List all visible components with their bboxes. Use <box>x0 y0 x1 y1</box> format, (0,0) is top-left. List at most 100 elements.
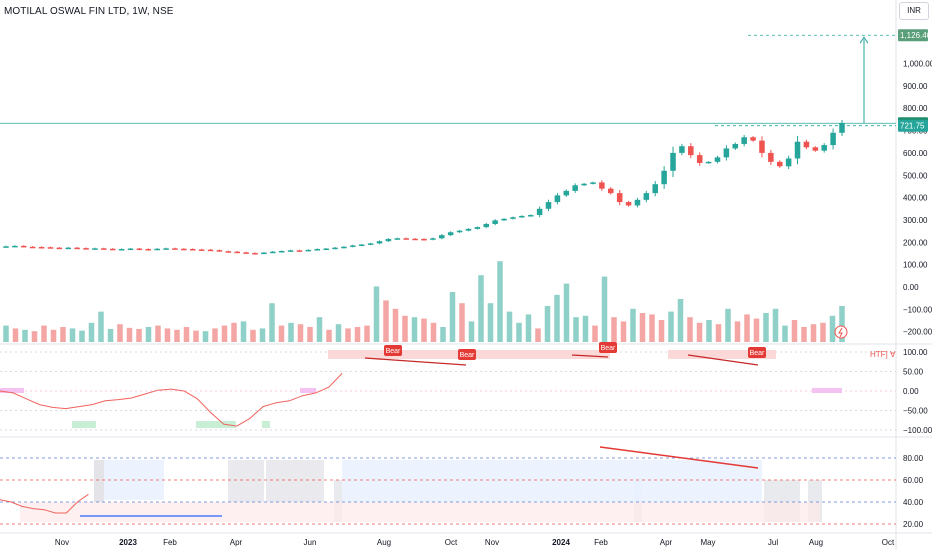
candle-body <box>154 248 160 251</box>
candle-body <box>287 250 294 252</box>
candle-body <box>465 228 472 231</box>
rsi-shade <box>334 480 342 522</box>
candle-body <box>696 155 703 163</box>
currency-selector[interactable]: INR <box>899 2 929 20</box>
volume-bar <box>744 314 750 342</box>
neutral-marker <box>300 388 316 393</box>
candle-body <box>172 248 178 250</box>
time-label: May <box>700 538 715 547</box>
price-tick-label: 900.00 <box>903 82 928 91</box>
neutral-marker <box>0 388 24 393</box>
price-tag-label: 721.75 <box>900 122 925 131</box>
time-label: Jun <box>304 538 317 547</box>
volume-bar <box>525 314 532 342</box>
volume-bar <box>193 330 199 342</box>
volume-bar <box>639 313 646 342</box>
volume-bar <box>259 328 266 342</box>
candle-body <box>616 193 623 203</box>
volume-bar <box>354 327 361 342</box>
price-tick-label: −200.00 <box>903 328 932 337</box>
candle-body <box>3 246 9 248</box>
volume-bar <box>810 324 817 342</box>
divergence-line <box>571 354 609 358</box>
volume-bar <box>459 303 465 342</box>
candle-body <box>768 152 774 162</box>
bear-marker-label: Bear <box>601 345 616 352</box>
volume-bar <box>706 320 712 342</box>
candle-body <box>296 250 303 252</box>
time-label: Nov <box>55 538 69 547</box>
volume-bar <box>297 324 304 342</box>
time-label: Feb <box>594 538 608 547</box>
candle-body <box>625 202 632 206</box>
oscillator-pane: 100.00 50.00 0.00 −50.00 −100.00 HTF] ∀ Bear Be… <box>0 342 932 435</box>
candle-body <box>803 141 810 148</box>
candle-body <box>109 248 116 251</box>
candle-body <box>519 215 525 218</box>
time-label: Jul <box>768 538 778 547</box>
price-tick-label: 600.00 <box>903 149 928 158</box>
candle-body <box>216 250 223 252</box>
volume-bar <box>50 329 57 342</box>
time-label: 2024 <box>552 538 570 547</box>
candle-body <box>643 193 650 200</box>
candle-body <box>367 243 374 245</box>
candle-body <box>225 251 232 253</box>
volume-bar <box>535 328 541 342</box>
bear-marker-label: Bear <box>460 352 475 359</box>
volume-bar <box>145 327 152 342</box>
rsi-divergence-line <box>599 446 759 469</box>
candle-body <box>29 246 36 249</box>
candle-body <box>723 148 730 158</box>
volume-bar <box>212 328 218 342</box>
price-tick-label: −100.00 <box>903 305 932 314</box>
candle-body <box>821 145 827 151</box>
volume-bar <box>316 317 323 342</box>
candle-body <box>403 238 409 240</box>
candle-body <box>554 195 561 203</box>
volume-bar <box>221 325 228 342</box>
volume-bar <box>22 329 28 342</box>
price-tag <box>898 119 928 132</box>
bear-marker-label: Bear <box>386 348 401 355</box>
volume-bar <box>335 324 342 342</box>
volume-bar <box>392 308 399 342</box>
volume-bar <box>440 327 446 342</box>
bear-marker <box>599 342 617 353</box>
oversold-box <box>262 421 270 428</box>
volume-bar <box>582 315 589 342</box>
volume-bar <box>307 327 313 342</box>
osc-line-red <box>0 373 343 427</box>
volume-bar <box>174 329 180 342</box>
volume-bar <box>791 320 798 342</box>
volume-bar <box>155 325 161 342</box>
candle-body <box>812 147 819 151</box>
candle-body <box>741 137 747 144</box>
volume-bar <box>801 327 807 342</box>
candle-body <box>198 249 205 251</box>
time-axis[interactable]: Nov 2023 Feb Apr Jun Aug Oct Nov 2024 Feb Apr May Ju… <box>55 538 895 547</box>
osc-label: HTF] ∀ <box>870 350 896 359</box>
volume-bar <box>487 303 494 342</box>
volume-bar <box>12 328 19 342</box>
candle-body <box>38 246 45 249</box>
volume-bar <box>288 322 294 342</box>
candle-body <box>270 251 276 254</box>
candle-body <box>332 247 338 250</box>
candle-body <box>83 248 89 250</box>
volume-bar <box>69 328 76 342</box>
candle-body <box>599 182 605 189</box>
candle-body <box>581 183 587 186</box>
oversold-box <box>72 421 96 428</box>
candle-body <box>608 188 614 194</box>
volume-bar <box>231 322 237 342</box>
candle-body <box>430 238 436 240</box>
price-tick-label: 200.00 <box>903 238 928 247</box>
volume-bar <box>497 261 503 342</box>
candle-body <box>634 199 641 206</box>
price-axis[interactable]: 1,000.00900.00800.00700.00600.00500.0040… <box>834 29 932 339</box>
volume-bar <box>715 324 722 342</box>
volume-bar <box>3 325 9 342</box>
